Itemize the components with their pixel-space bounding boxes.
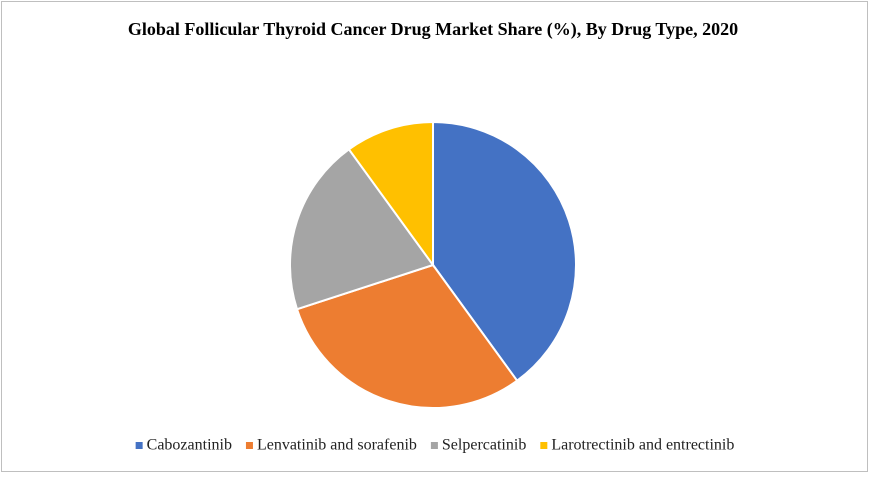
- pie-slice: [295, 263, 519, 409]
- legend-swatch: [245, 442, 253, 449]
- legend-label: Selpercatinib: [442, 437, 526, 454]
- legend-label: Lenvatinib and sorafenib: [257, 437, 417, 454]
- pie-slice: [289, 147, 435, 311]
- legend-label: Larotrectinib and entrectinib: [551, 437, 734, 454]
- legend-swatch: [540, 442, 548, 449]
- legend-swatch: [430, 442, 438, 449]
- pie-slice: [432, 120, 577, 383]
- legend-label: Cabozantinib: [147, 437, 232, 454]
- chart-title: Global Follicular Thyroid Cancer Drug Ma…: [127, 19, 739, 39]
- pie-slice: [347, 120, 434, 269]
- legend-swatch: [135, 442, 143, 449]
